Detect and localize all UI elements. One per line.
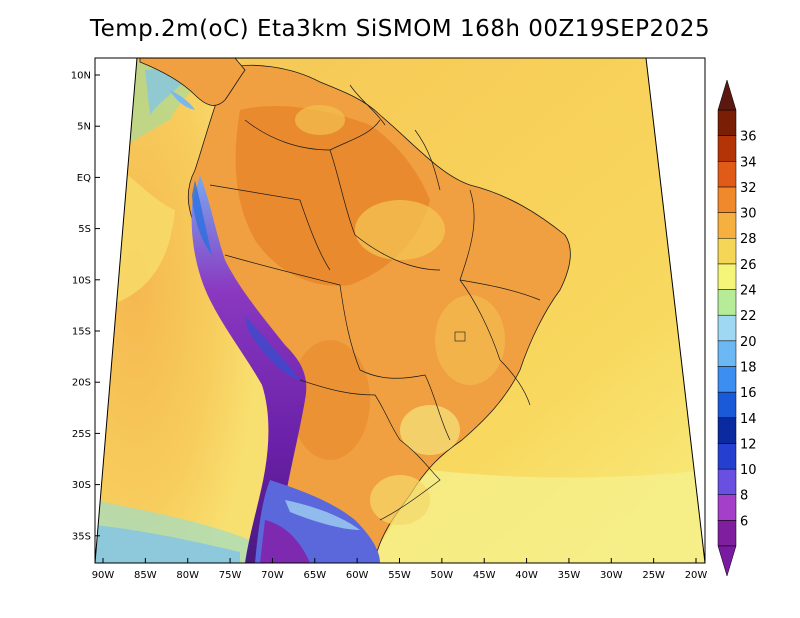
lon-tick-label: 75W — [219, 570, 242, 581]
latitude-axis: 10N 5N EQ 5S 10S 15S 20S 25S 30S 35S — [71, 71, 100, 542]
colorbar-label: 28 — [740, 232, 757, 247]
colorbar-segment — [717, 314, 737, 342]
south-brazil-mild — [400, 405, 460, 455]
colorbar: 6 8 10 12 14 16 18 20 22 24 26 28 30 32 34 36 — [717, 79, 757, 577]
lon-tick-label: 20W — [685, 570, 708, 581]
chaco-hot — [290, 340, 370, 460]
colorbar-segment — [717, 443, 737, 470]
andes-cold-band — [191, 175, 307, 563]
colorbar-low-extension — [717, 545, 737, 577]
colorbar-segment — [717, 494, 737, 521]
colorbar-label: 32 — [740, 181, 757, 196]
colorbar-label: 36 — [740, 130, 757, 145]
lat-tick-label: 10N — [71, 71, 91, 82]
colorbar-label: 30 — [740, 207, 757, 222]
patagonia-deep — [260, 520, 310, 563]
colorbar-label: 34 — [740, 155, 757, 170]
plateau-warm-patch — [435, 295, 505, 385]
colorbar-segment — [717, 237, 737, 265]
lat-tick-label: 5S — [78, 224, 91, 235]
lat-tick-label: 15S — [72, 327, 91, 338]
colorbar-label: 24 — [740, 284, 757, 299]
andes-north-blue — [192, 180, 212, 255]
lon-tick-label: 80W — [176, 570, 199, 581]
lat-tick-label: 30S — [72, 480, 91, 491]
lat-tick-label: 25S — [72, 429, 91, 440]
colorbar-segment — [717, 520, 737, 547]
south-pacific-cold — [95, 525, 240, 563]
lon-tick-label: 85W — [134, 570, 157, 581]
colorbar-label: 20 — [740, 335, 757, 350]
lon-tick-label: 90W — [92, 570, 115, 581]
colorbar-segment — [717, 135, 737, 162]
central-america-land — [139, 58, 246, 106]
lon-tick-label: 40W — [515, 570, 538, 581]
lat-tick-label: 35S — [72, 531, 91, 542]
colorbar-label: 26 — [740, 258, 757, 273]
colorbar-segment — [717, 417, 737, 444]
colorbar-segment — [717, 263, 737, 290]
colorbar-segment — [717, 161, 737, 188]
lat-tick-label: 5N — [77, 122, 91, 133]
interior-warm-patch — [355, 200, 445, 260]
colorbar-label: 14 — [740, 412, 757, 427]
central-america-cool — [170, 90, 195, 110]
map-title: Temp.2m(oC) Eta3km SiSMOM 168h 00Z19SEP2… — [89, 16, 711, 42]
south-atlantic-cool — [360, 470, 705, 563]
colorbar-label: 18 — [740, 360, 757, 375]
lat-tick-label: 20S — [72, 378, 91, 389]
colorbar-segment — [717, 109, 737, 136]
lon-tick-label: 35W — [558, 570, 581, 581]
reservoir-outline — [454, 331, 466, 342]
lat-tick-label: EQ — [77, 173, 91, 184]
lon-tick-label: 70W — [261, 570, 284, 581]
lon-tick-label: 30W — [600, 570, 623, 581]
lon-tick-label: 55W — [388, 570, 411, 581]
colorbar-label: 16 — [740, 386, 757, 401]
colorbar-segment — [717, 212, 737, 239]
uruguay-mild — [370, 475, 430, 525]
lon-tick-label: 45W — [473, 570, 496, 581]
colorbar-segment — [717, 186, 737, 213]
patagonia-coast-cool — [285, 500, 360, 530]
colorbar-label: 12 — [740, 437, 757, 452]
lon-tick-label: 50W — [431, 570, 454, 581]
colorbar-segment — [717, 289, 737, 316]
colorbar-segment — [717, 391, 737, 419]
colorbar-high-extension — [717, 79, 737, 111]
longitude-axis: 90W 85W 80W 75W 70W 65W 60W 55W 50W 45W 40W 35W 30W 2… — [92, 558, 708, 581]
country-borders — [209, 84, 541, 521]
lon-tick-label: 65W — [303, 570, 326, 581]
map-domain — [95, 58, 705, 563]
colorbar-segment — [717, 366, 737, 393]
guiana-warm-patch — [295, 105, 345, 135]
lon-tick-label: 60W — [346, 570, 369, 581]
colorbar-segment — [717, 468, 737, 495]
colorbar-label: 10 — [740, 463, 757, 478]
lat-tick-label: 10S — [72, 275, 91, 286]
lon-tick-label: 25W — [642, 570, 665, 581]
colorbar-label: 6 — [740, 514, 748, 529]
andes-central-blue — [245, 315, 300, 380]
galapagos-outline — [97, 177, 105, 187]
colorbar-label: 22 — [740, 309, 757, 324]
colorbar-label: 8 — [740, 489, 748, 504]
colorbar-segment — [717, 340, 737, 367]
